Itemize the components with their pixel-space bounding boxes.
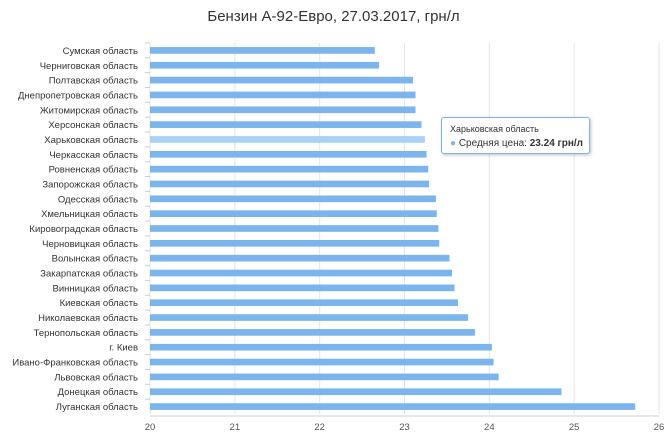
- bar-11[interactable]: [150, 195, 436, 203]
- bar-25[interactable]: [150, 403, 636, 410]
- category-label: Донецкая область: [58, 387, 138, 398]
- category-label: Одесская область: [58, 194, 138, 205]
- tooltip-value-row: ● Средняя цена: 23.24 грн/л: [450, 138, 583, 149]
- bar-22[interactable]: [150, 358, 494, 366]
- category-label: Тернопольская область: [34, 328, 138, 339]
- category-label: Луганская область: [56, 402, 138, 413]
- category-label: Николаевская область: [38, 313, 138, 324]
- x-tick-label: 20: [145, 422, 156, 433]
- bar-8[interactable]: [150, 150, 427, 158]
- bar-19[interactable]: [150, 314, 469, 321]
- bar-21[interactable]: [150, 343, 492, 351]
- category-label: Ровненская область: [49, 165, 138, 176]
- category-label: г. Киев: [109, 343, 138, 354]
- category-label: Львовская область: [54, 372, 138, 383]
- tooltip-category: Харьковская область: [450, 124, 539, 134]
- bar-13[interactable]: [150, 225, 439, 232]
- category-label: Ивано-Франковская область: [12, 358, 138, 369]
- bar-7[interactable]: [150, 136, 425, 143]
- bars: [150, 47, 636, 410]
- bar-4[interactable]: [150, 91, 416, 99]
- category-label: Днепропетровская область: [18, 90, 138, 101]
- category-label: Запорожская область: [42, 179, 138, 190]
- x-axis-tick-labels: 20 21 22 23 24 25 26: [145, 422, 665, 433]
- bar-9[interactable]: [150, 165, 429, 173]
- category-label: Харьковская область: [44, 135, 138, 146]
- x-tick-label: 26: [654, 422, 665, 433]
- bar-24[interactable]: [150, 388, 562, 396]
- category-label: Кировоградская область: [29, 224, 138, 235]
- tooltip: Харьковская область ● Средняя цена: 23.2…: [441, 117, 590, 154]
- chart-title: Бензин А-92-Евро, 27.03.2017, грн/л: [207, 8, 460, 25]
- bar-23[interactable]: [150, 373, 499, 381]
- bar-2[interactable]: [150, 61, 380, 69]
- x-tick-label: 25: [569, 422, 580, 433]
- x-tick-label: 24: [484, 422, 495, 433]
- bar-3[interactable]: [150, 76, 413, 84]
- bar-12[interactable]: [150, 210, 437, 217]
- tooltip-value: 23.24 грн/л: [529, 138, 583, 149]
- bar-1[interactable]: [150, 47, 375, 54]
- category-label: Полтавская область: [49, 76, 138, 87]
- bar-6[interactable]: [150, 121, 422, 128]
- bar-10[interactable]: [150, 180, 430, 188]
- bar-14[interactable]: [150, 240, 440, 247]
- bar-15[interactable]: [150, 254, 450, 262]
- category-label: Херсонская область: [48, 120, 138, 131]
- category-label: Черновицкая область: [42, 239, 138, 250]
- category-label: Хмельницкая область: [41, 209, 138, 220]
- bar-17[interactable]: [150, 284, 455, 292]
- bar-18[interactable]: [150, 299, 458, 307]
- category-label: Винницкая область: [53, 283, 139, 294]
- category-label: Житомирская область: [40, 105, 138, 116]
- category-label: Черниговская область: [40, 61, 138, 72]
- tooltip-series-dot: ●: [450, 138, 457, 149]
- category-labels: Сумская область Черниговская область Полта…: [12, 46, 138, 413]
- bar-5[interactable]: [150, 106, 416, 114]
- category-label: Закарпатская область: [40, 269, 138, 280]
- category-label: Волынская область: [52, 254, 138, 265]
- bar-20[interactable]: [150, 329, 475, 336]
- category-label: Сумская область: [63, 46, 138, 57]
- bar-16[interactable]: [150, 269, 453, 277]
- tooltip-series-label: Средняя цена:: [458, 138, 530, 149]
- x-tick-label: 23: [399, 422, 410, 433]
- category-label: Черкасская область: [49, 150, 138, 161]
- x-tick-label: 21: [230, 422, 241, 433]
- category-label: Киевская область: [60, 298, 138, 309]
- x-tick-label: 22: [314, 422, 325, 433]
